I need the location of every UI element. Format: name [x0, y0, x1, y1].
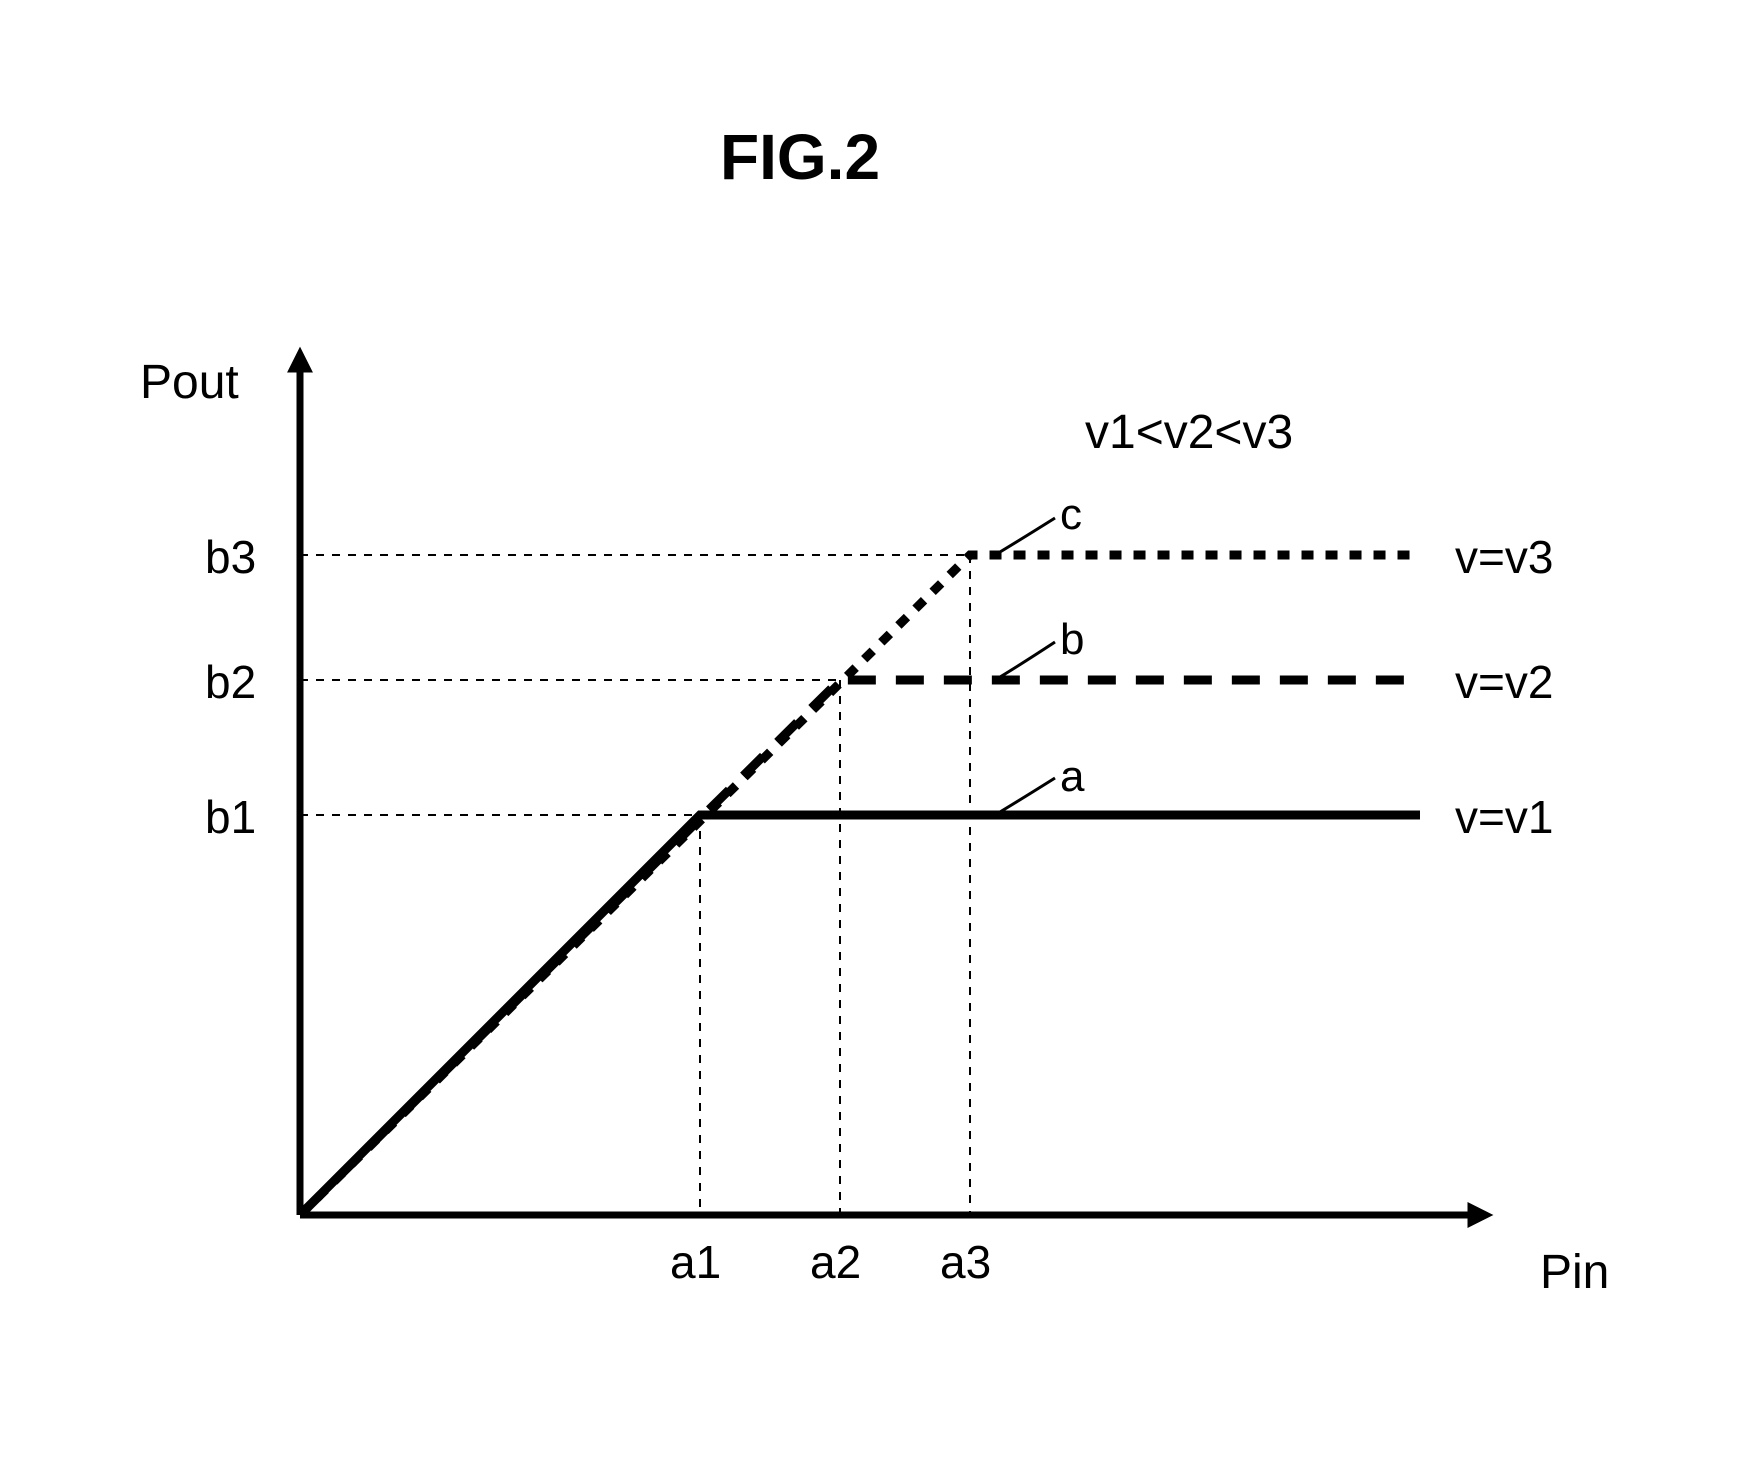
plot-svg	[0, 0, 1740, 1469]
chart-container: { "figure": { "title": "FIG.2", "title_f…	[0, 0, 1740, 1469]
